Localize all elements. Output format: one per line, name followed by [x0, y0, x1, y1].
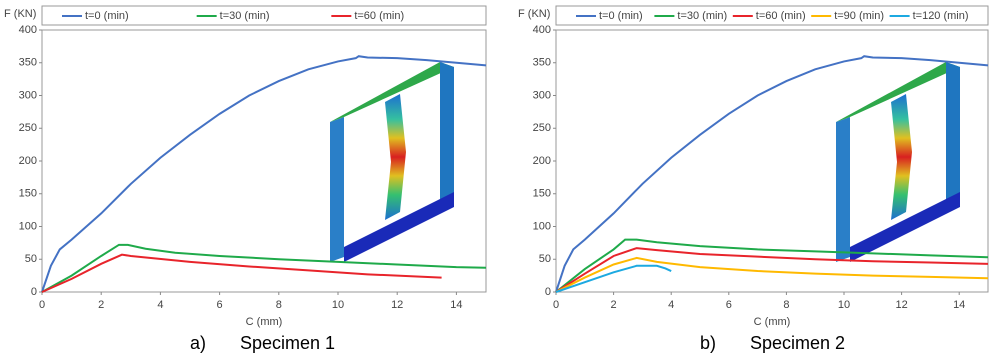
y-tick-label: 350: [533, 57, 551, 69]
x-tick-label: 14: [450, 299, 462, 311]
x-axis-label: C (mm): [754, 316, 791, 328]
data-line: [42, 255, 442, 292]
y-tick-label: 150: [19, 188, 37, 200]
y-tick-label: 400: [19, 24, 37, 36]
legend-label: t=90 (min): [834, 10, 884, 22]
y-tick-label: 250: [533, 122, 551, 134]
y-tick-label: 150: [533, 188, 551, 200]
x-tick-label: 0: [553, 299, 559, 311]
x-tick-label: 12: [391, 299, 403, 311]
caption: Specimen 1: [240, 333, 335, 353]
fe-model-inset: [330, 62, 454, 262]
data-line: [42, 56, 486, 292]
y-axis-label: F (KN): [4, 8, 36, 20]
x-tick-label: 2: [98, 299, 104, 311]
legend-label: t=60 (min): [354, 10, 404, 22]
caption: Specimen 2: [750, 333, 845, 353]
x-tick-label: 10: [838, 299, 850, 311]
fe-model-inset: [836, 62, 960, 262]
legend-label: t=0 (min): [85, 10, 129, 22]
x-tick-label: 8: [276, 299, 282, 311]
caption-label: b): [700, 333, 716, 353]
legend-label: t=30 (min): [220, 10, 270, 22]
y-tick-label: 0: [31, 286, 37, 298]
x-tick-label: 12: [895, 299, 907, 311]
y-tick-label: 100: [19, 220, 37, 232]
x-tick-label: 6: [217, 299, 223, 311]
y-tick-label: 350: [19, 57, 37, 69]
y-tick-label: 200: [19, 155, 37, 167]
x-tick-label: 10: [332, 299, 344, 311]
legend-label: t=30 (min): [677, 10, 727, 22]
y-tick-label: 250: [19, 122, 37, 134]
x-tick-label: 14: [953, 299, 965, 311]
y-tick-label: 0: [545, 286, 551, 298]
x-tick-label: 0: [39, 299, 45, 311]
x-tick-label: 8: [783, 299, 789, 311]
y-tick-label: 50: [25, 253, 37, 265]
caption-label: a): [190, 333, 206, 353]
x-tick-label: 4: [668, 299, 674, 311]
legend-label: t=0 (min): [599, 10, 643, 22]
x-tick-label: 4: [157, 299, 163, 311]
y-tick-label: 50: [539, 253, 551, 265]
x-tick-label: 6: [726, 299, 732, 311]
legend-label: t=60 (min): [756, 10, 806, 22]
figure: F (KN)C (mm)a)Specimen 10501001502002503…: [0, 0, 990, 356]
y-tick-label: 100: [533, 220, 551, 232]
x-tick-label: 2: [611, 299, 617, 311]
plot-frame: [42, 30, 486, 292]
y-tick-label: 300: [19, 89, 37, 101]
y-tick-label: 200: [533, 155, 551, 167]
y-tick-label: 400: [533, 24, 551, 36]
x-axis-label: C (mm): [246, 316, 283, 328]
y-axis-label: F (KN): [518, 8, 550, 20]
data-line: [556, 240, 988, 292]
legend-label: t=120 (min): [913, 10, 969, 22]
y-tick-label: 300: [533, 89, 551, 101]
